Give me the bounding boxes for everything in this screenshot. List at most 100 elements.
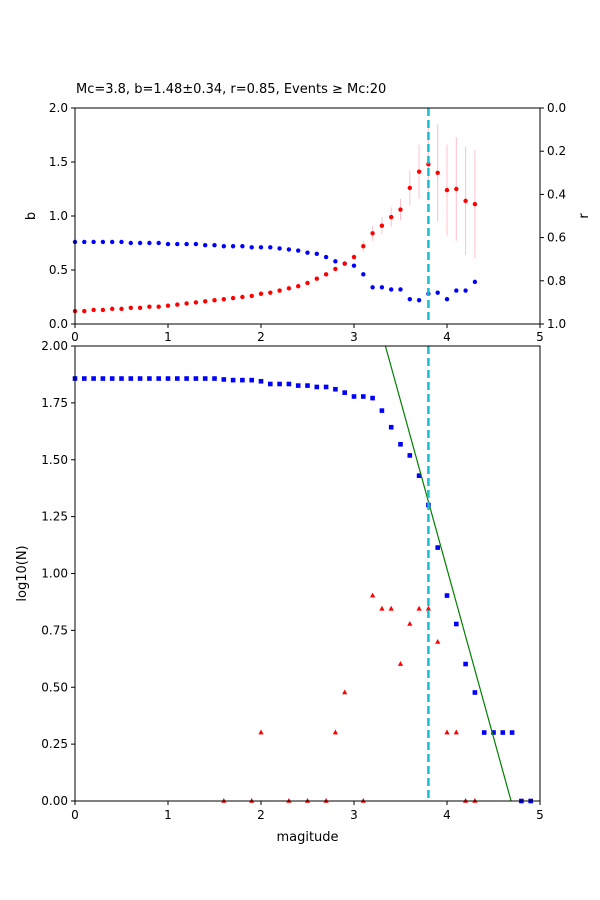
bottom-cumulative-point xyxy=(351,394,357,399)
bottom-xlabel: magitude xyxy=(276,830,338,845)
bottom-cumulative-point xyxy=(416,473,422,478)
bottom-cumulative-point xyxy=(491,730,496,735)
bottom-x-ticks: 0 1 2 3 4 5 xyxy=(71,801,544,822)
top-b-point xyxy=(296,284,301,289)
top-left-ylabel: b xyxy=(24,212,39,220)
top-b-point xyxy=(351,254,357,260)
bottom-ylabel: log10(N) xyxy=(15,545,30,601)
top-r-point xyxy=(277,246,282,251)
bottom-cumulative-point xyxy=(175,376,180,381)
top-r-point xyxy=(444,296,450,302)
bottom-noncumulative-point xyxy=(249,798,255,803)
bottom-cumulative-points xyxy=(72,376,533,804)
top-b-point xyxy=(389,214,394,220)
bottom-noncumulative-point xyxy=(435,638,441,644)
top-b-point xyxy=(240,294,245,300)
top-r-point xyxy=(203,242,208,248)
top-x-tick-label: 4 xyxy=(443,330,451,344)
top-plot-frame xyxy=(74,107,541,325)
bottom-noncumulative-point xyxy=(221,798,227,803)
top-b-point xyxy=(91,307,96,313)
bottom-noncumulative-point xyxy=(463,798,469,803)
bottom-cumulative-point xyxy=(454,621,459,627)
top-x-tick-label: 5 xyxy=(536,330,544,344)
bottom-cumulative-point xyxy=(472,690,478,695)
bottom-cumulative-point xyxy=(156,376,161,381)
bottom-noncumulative-point xyxy=(304,798,311,803)
bottom-cumulative-point xyxy=(435,545,440,550)
top-left-y-ticks: 0.0 0.5 1.0 1.5 2.0 xyxy=(49,101,75,331)
top-r-point xyxy=(416,298,422,303)
bottom-cumulative-point xyxy=(91,376,96,381)
top-b-point xyxy=(333,266,338,272)
bottom-noncumulative-points xyxy=(221,592,478,803)
top-r-point xyxy=(351,263,357,268)
top-b-point xyxy=(463,198,468,204)
bottom-y-tick-label: 1.00 xyxy=(41,567,68,581)
top-r-point xyxy=(240,244,245,249)
bottom-cumulative-point xyxy=(481,730,487,735)
top-r-point xyxy=(147,240,152,246)
top-r-point xyxy=(137,240,143,246)
bottom-cumulative-point xyxy=(165,376,171,381)
bottom-cumulative-point xyxy=(268,381,273,387)
bottom-y-tick-label: 0.25 xyxy=(41,737,68,751)
top-right-y-ticks: 0.0 0.2 0.4 0.6 0.8 1.0 xyxy=(540,101,566,331)
bottom-cumulative-point xyxy=(82,376,87,381)
bottom-noncumulative-point xyxy=(323,798,329,803)
bottom-y-tick-label: 1.25 xyxy=(41,510,68,524)
bottom-y-tick-label: 0.50 xyxy=(41,680,68,694)
top-r-point xyxy=(193,241,199,247)
top-r-point xyxy=(175,241,180,247)
top-b-point xyxy=(249,293,254,299)
top-r-point xyxy=(128,240,133,246)
top-r-point xyxy=(156,240,161,246)
top-r-point xyxy=(407,296,412,302)
top-b-point xyxy=(110,306,115,312)
top-r-point xyxy=(379,285,385,290)
top-r-point xyxy=(389,287,394,292)
bottom-cumulative-point xyxy=(240,377,245,383)
top-b-point xyxy=(156,304,161,309)
bottom-cumulative-point xyxy=(221,377,227,382)
bottom-noncumulative-point xyxy=(416,605,422,611)
bottom-x-tick-label: 3 xyxy=(350,808,358,822)
bottom-cumulative-point xyxy=(370,395,375,401)
top-b-points xyxy=(72,161,478,314)
top-left-y-tick-label: 1.5 xyxy=(49,155,68,169)
top-b-point xyxy=(435,170,440,175)
top-right-y-tick-label: 0.2 xyxy=(547,144,566,158)
top-left-y-tick-label: 2.0 xyxy=(49,101,68,115)
bottom-cumulative-point xyxy=(128,376,134,381)
top-r-point xyxy=(296,248,301,253)
top-panel: 0 1 2 3 4 5 0.0 0.5 1.0 1.5 2.0 0.0 0.2 0.4 0.6 0.8 1.… xyxy=(24,101,592,344)
bottom-cumulative-point xyxy=(249,377,254,383)
bottom-cumulative-point xyxy=(230,377,236,383)
top-x-tick-label: 1 xyxy=(164,330,172,344)
bottom-cumulative-point xyxy=(137,376,143,381)
top-b-point xyxy=(407,185,412,191)
bottom-cumulative-point xyxy=(509,730,515,735)
top-left-y-tick-label: 0.5 xyxy=(49,263,68,277)
top-r-point xyxy=(82,239,87,245)
top-b-errorbars xyxy=(353,124,476,261)
bottom-noncumulative-point xyxy=(360,798,366,803)
chart-title: Mc=3.8, b=1.48±0.34, r=0.85, Events ≥ Mc… xyxy=(76,82,386,97)
bottom-noncumulative-point xyxy=(407,621,413,626)
top-b-point xyxy=(184,301,189,306)
bottom-x-tick-label: 1 xyxy=(164,808,172,822)
top-b-point xyxy=(370,231,375,236)
top-r-point xyxy=(230,244,236,249)
top-r-point xyxy=(463,288,468,293)
bottom-noncumulative-point xyxy=(388,605,394,611)
top-b-point xyxy=(128,305,133,310)
top-b-point xyxy=(268,290,273,295)
bottom-noncumulative-point xyxy=(425,605,431,611)
top-b-point xyxy=(314,276,319,281)
bottom-fit-line xyxy=(384,345,512,802)
top-r-point xyxy=(91,239,96,245)
bottom-noncumulative-point xyxy=(472,798,478,803)
top-b-point xyxy=(212,298,217,303)
top-b-point xyxy=(472,201,478,207)
bottom-cumulative-point xyxy=(100,376,106,381)
